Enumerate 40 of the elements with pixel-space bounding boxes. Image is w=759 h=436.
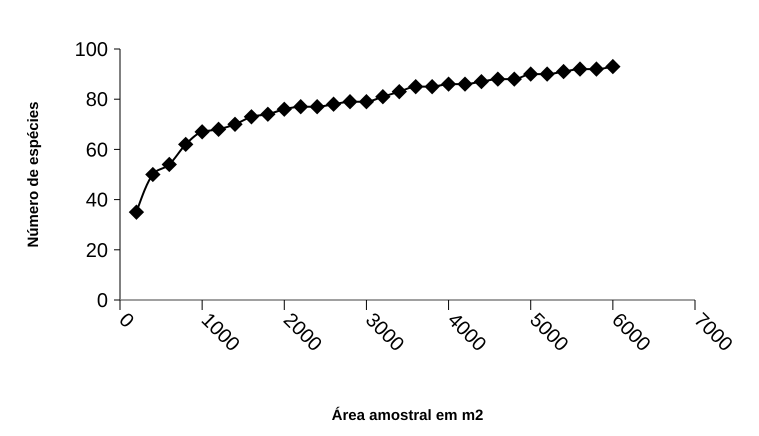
y-tick-label: 100 [74, 39, 108, 61]
point [128, 204, 144, 220]
x-tick-label: 4000 [443, 308, 490, 356]
point [178, 136, 194, 152]
y-tick-label: 40 [86, 190, 108, 212]
x-tick-label: 0 [114, 308, 138, 332]
point [326, 96, 342, 112]
point [490, 71, 506, 87]
point [194, 124, 210, 140]
point [162, 156, 177, 172]
point [424, 78, 440, 94]
y-tick-label: 80 [86, 89, 108, 112]
point [440, 76, 456, 92]
point [474, 74, 490, 90]
point [210, 122, 226, 137]
point [244, 109, 260, 124]
point [588, 61, 604, 77]
y-tick-label: 0 [96, 290, 108, 312]
x-axis-title: Área amostral em m2 [332, 406, 484, 424]
y-tick-label: 20 [86, 240, 108, 262]
point [309, 99, 325, 114]
point [523, 66, 538, 82]
y-axis-title: Número de espécies [25, 102, 42, 248]
point [539, 66, 555, 82]
point [605, 58, 621, 74]
y-tick-label: 60 [86, 139, 108, 162]
point [276, 102, 292, 117]
point [293, 99, 308, 114]
point [572, 61, 588, 77]
point [227, 116, 243, 132]
point [556, 64, 572, 80]
point [408, 78, 424, 94]
point [392, 84, 407, 100]
point [145, 166, 161, 182]
point [375, 89, 391, 104]
point [342, 94, 358, 110]
point [260, 106, 276, 122]
point [457, 76, 473, 92]
point [358, 94, 374, 110]
point [506, 71, 522, 87]
